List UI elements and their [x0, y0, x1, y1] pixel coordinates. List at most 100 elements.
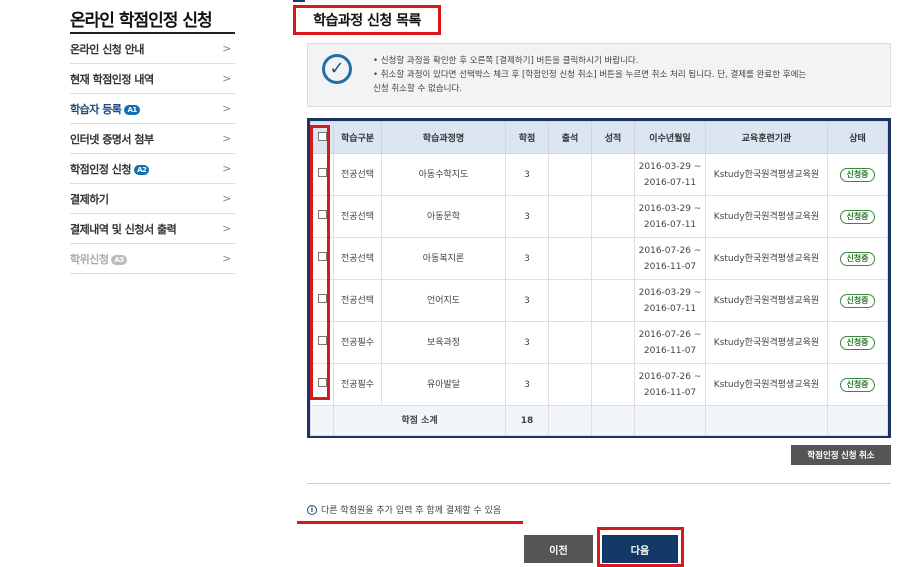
row-checkbox[interactable] — [317, 167, 327, 177]
subtotal-row: 학점 소계 18 — [310, 405, 888, 436]
course-type: 전공필수 — [333, 321, 382, 364]
institution: Kstudy한국원격평생교육원 — [705, 321, 828, 364]
col-header: 학습구분 — [333, 121, 382, 154]
sidebar-item[interactable]: 학점인정 신청 A2 > — [70, 154, 235, 184]
course-name: 유아발달 — [381, 363, 506, 406]
completion-date: 2016-07-26 ~ 2016-11-07 — [634, 237, 706, 280]
status-cell: 신청중 — [827, 153, 888, 196]
end-date: 2016-11-07 — [643, 261, 697, 272]
chevron-right-icon: > — [222, 132, 231, 145]
empty-cell — [310, 405, 334, 436]
table-row: 전공선택 아동문학 3 2016-03-29 ~ 2016-07-11 Kstud… — [310, 195, 888, 238]
attendance — [548, 321, 592, 364]
subtotal-value: 18 — [505, 405, 549, 436]
next-highlight — [597, 527, 684, 567]
status-cell: 신청중 — [827, 363, 888, 406]
title-accent — [293, 0, 305, 2]
grade — [591, 321, 635, 364]
status-cell: 신청중 — [827, 279, 888, 322]
note-text: 다른 학점원을 추가 입력 후 함께 결제할 수 있음 — [321, 506, 502, 516]
sidebar-item-label: 인터넷 증명서 첨부 — [70, 132, 154, 146]
end-date: 2016-11-07 — [643, 387, 697, 398]
institution: Kstudy한국원격평생교육원 — [705, 237, 828, 280]
prev-button[interactable]: 이전 — [524, 535, 593, 563]
col-header: 학습과정명 — [381, 121, 506, 154]
row-checkbox[interactable] — [317, 377, 327, 387]
course-table: 학습구분 학습과정명 학점 출석 성적 이수년월일 교육훈련기관 상태 전공선택… — [307, 118, 891, 438]
chevron-right-icon: > — [222, 42, 231, 55]
next-button[interactable]: 다음 — [602, 535, 678, 563]
sidebar-item-label: 학점인정 신청 — [70, 162, 132, 176]
sidebar-item[interactable]: 결제내역 및 신청서 출력 > — [70, 214, 235, 244]
end-date: 2016-07-11 — [643, 177, 697, 188]
course-name: 아동수학지도 — [381, 153, 506, 196]
institution: Kstudy한국원격평생교육원 — [705, 279, 828, 322]
sidebar-item-label: 온라인 신청 안내 — [70, 42, 145, 56]
sidebar-item[interactable]: 학위신청 A3 > — [70, 244, 235, 274]
course-credit: 3 — [505, 363, 549, 406]
row-select-cell — [310, 153, 334, 196]
table-row: 전공필수 유아발달 3 2016-07-26 ~ 2016-11-07 Kstud… — [310, 363, 888, 406]
start-date: 2016-03-29 ~ — [638, 203, 702, 214]
divider — [307, 483, 891, 484]
grade — [591, 237, 635, 280]
col-header: 학점 — [505, 121, 549, 154]
status-badge: 신청중 — [840, 293, 875, 308]
completion-date: 2016-03-29 ~ 2016-07-11 — [634, 153, 706, 196]
sidebar-item[interactable]: 현재 학점인정 내역 > — [70, 64, 235, 94]
step-badge: A1 — [124, 104, 140, 115]
start-date: 2016-03-29 ~ — [638, 161, 702, 172]
chevron-right-icon: > — [222, 102, 231, 115]
select-all-checkbox[interactable] — [317, 131, 327, 141]
start-date: 2016-07-26 ~ — [638, 371, 702, 382]
sidebar-item-label: 결제내역 및 신청서 출력 — [70, 222, 177, 236]
empty-cell — [827, 405, 888, 436]
start-date: 2016-07-26 ~ — [638, 245, 702, 256]
institution: Kstudy한국원격평생교육원 — [705, 363, 828, 406]
col-header: 성적 — [591, 121, 635, 154]
sidebar-item[interactable]: 결제하기 > — [70, 184, 235, 214]
chevron-right-icon: > — [222, 252, 231, 265]
table-row: 전공필수 보육과정 3 2016-07-26 ~ 2016-11-07 Kstud… — [310, 321, 888, 364]
empty-cell — [634, 405, 706, 436]
info-text: 취소할 과정이 있다면 선택박스 체크 후 [학점인정 신청 취소] 버튼을 누… — [380, 70, 807, 80]
status-cell: 신청중 — [827, 321, 888, 364]
subtotal-label: 학점 소계 — [333, 405, 506, 436]
course-credit: 3 — [505, 279, 549, 322]
completion-date: 2016-03-29 ~ 2016-07-11 — [634, 195, 706, 238]
row-checkbox[interactable] — [317, 335, 327, 345]
row-checkbox[interactable] — [317, 209, 327, 219]
status-badge: 신청중 — [840, 335, 875, 350]
course-type: 전공선택 — [333, 153, 382, 196]
end-date: 2016-07-11 — [643, 219, 697, 230]
course-type: 전공선택 — [333, 279, 382, 322]
status-badge: 신청중 — [840, 209, 875, 224]
cancel-application-button[interactable]: 학점인정 신청 취소 — [791, 445, 891, 465]
course-credit: 3 — [505, 321, 549, 364]
sidebar-item[interactable]: 온라인 신청 안내 > — [70, 34, 235, 64]
attendance — [548, 279, 592, 322]
attendance — [548, 195, 592, 238]
institution: Kstudy한국원격평생교육원 — [705, 153, 828, 196]
chevron-right-icon: > — [222, 222, 231, 235]
attendance — [548, 363, 592, 406]
info-icon: i — [307, 504, 317, 515]
table-row: 전공선택 아동수학지도 3 2016-03-29 ~ 2016-07-11 Kst… — [310, 153, 888, 196]
check-circle-icon: ✓ — [322, 54, 352, 84]
course-credit: 3 — [505, 153, 549, 196]
status-cell: 신청중 — [827, 237, 888, 280]
course-credit: 3 — [505, 237, 549, 280]
note: i 다른 학점원을 추가 입력 후 함께 결제할 수 있음 — [307, 503, 501, 516]
sidebar-item-label: 학위신청 — [70, 252, 109, 266]
table-row: 전공선택 아동복지론 3 2016-07-26 ~ 2016-11-07 Kstu… — [310, 237, 888, 280]
sidebar-item[interactable]: 학습자 등록 A1 > — [70, 94, 235, 124]
sidebar-item-label: 현재 학점인정 내역 — [70, 72, 154, 86]
row-checkbox[interactable] — [317, 251, 327, 261]
completion-date: 2016-07-26 ~ 2016-11-07 — [634, 363, 706, 406]
start-date: 2016-03-29 ~ — [638, 287, 702, 298]
row-checkbox[interactable] — [317, 293, 327, 303]
sidebar-item[interactable]: 인터넷 증명서 첨부 > — [70, 124, 235, 154]
completion-date: 2016-03-29 ~ 2016-07-11 — [634, 279, 706, 322]
status-badge: 신청중 — [840, 377, 875, 392]
status-badge: 신청중 — [840, 251, 875, 266]
